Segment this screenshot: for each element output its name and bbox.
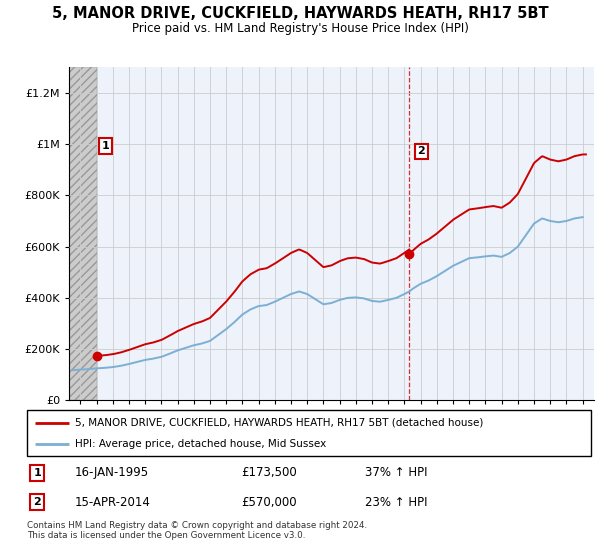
Text: 16-JAN-1995: 16-JAN-1995 (75, 466, 149, 479)
Text: 5, MANOR DRIVE, CUCKFIELD, HAYWARDS HEATH, RH17 5BT (detached house): 5, MANOR DRIVE, CUCKFIELD, HAYWARDS HEAT… (75, 418, 484, 428)
Text: 1: 1 (33, 468, 41, 478)
Text: 5, MANOR DRIVE, CUCKFIELD, HAYWARDS HEATH, RH17 5BT: 5, MANOR DRIVE, CUCKFIELD, HAYWARDS HEAT… (52, 6, 548, 21)
Text: 2: 2 (33, 497, 41, 507)
Bar (69, 67, 97, 400)
Text: Contains HM Land Registry data © Crown copyright and database right 2024.
This d: Contains HM Land Registry data © Crown c… (27, 521, 367, 540)
Text: £173,500: £173,500 (241, 466, 297, 479)
Text: £570,000: £570,000 (241, 496, 297, 509)
Text: HPI: Average price, detached house, Mid Sussex: HPI: Average price, detached house, Mid … (75, 439, 326, 449)
Text: 23% ↑ HPI: 23% ↑ HPI (365, 496, 428, 509)
Text: Price paid vs. HM Land Registry's House Price Index (HPI): Price paid vs. HM Land Registry's House … (131, 22, 469, 35)
Text: 37% ↑ HPI: 37% ↑ HPI (365, 466, 428, 479)
Text: 15-APR-2014: 15-APR-2014 (75, 496, 151, 509)
Text: 1: 1 (101, 141, 109, 151)
Text: 2: 2 (418, 146, 425, 156)
